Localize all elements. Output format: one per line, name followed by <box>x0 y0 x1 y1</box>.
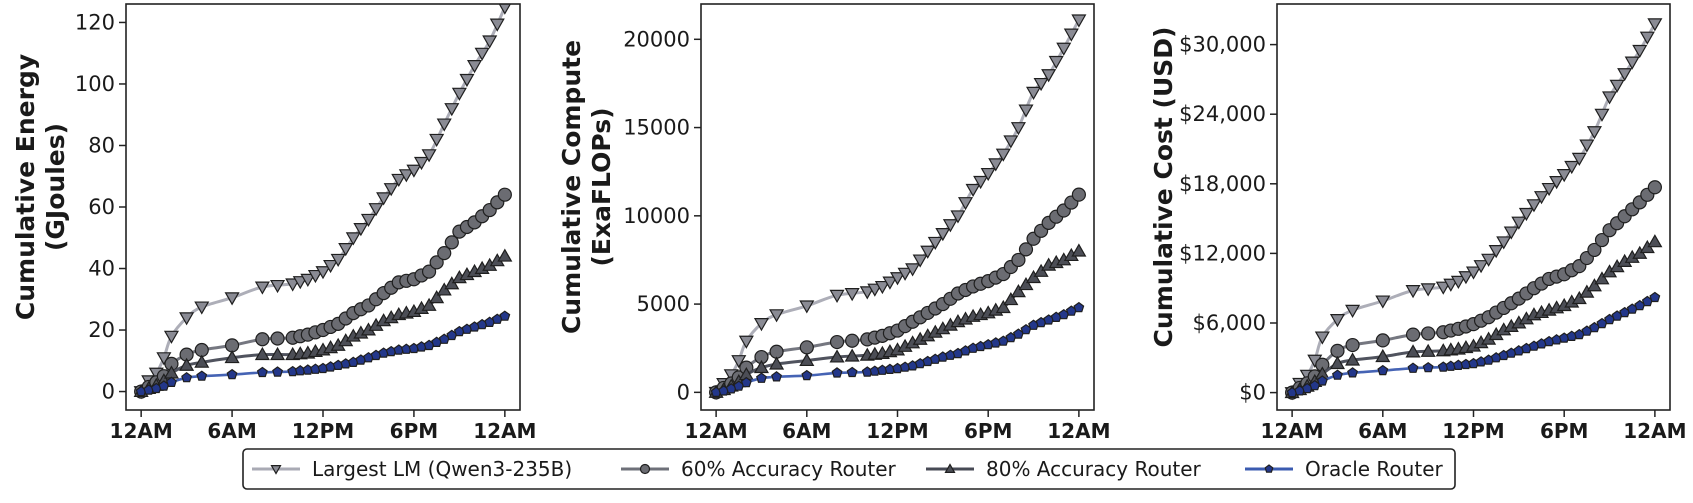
x-tick-label: 6PM <box>390 419 438 443</box>
y-tick-label: $24,000 <box>1179 102 1266 126</box>
legend-box <box>242 448 1456 490</box>
legend-item: 80% Accuracy Router <box>926 457 1202 481</box>
compute-axes-frame <box>700 3 1095 411</box>
x-tick-label: 12PM <box>1442 419 1504 443</box>
series-triangle-up <box>708 243 1087 398</box>
y-tick-label: 20000 <box>623 27 690 51</box>
cost-y-label: Cumulative Cost (USD) <box>1149 27 1178 348</box>
x-tick-label: 6AM <box>1358 419 1407 443</box>
energy-y-label: (GJoules) <box>41 123 70 251</box>
series-triangle-up <box>133 248 513 398</box>
x-tick-label: 12AM <box>110 419 173 443</box>
legend-label: Largest LM (Qwen3-235B) <box>312 457 572 481</box>
series-circle <box>134 187 512 399</box>
x-tick-label: 6PM <box>964 419 1012 443</box>
y-tick-label: $0 <box>1239 381 1266 405</box>
y-tick-label: 5000 <box>637 292 690 316</box>
cost-y-axis: $0 $6,000 $12,000 $18,000 $24,000 $30,000 <box>1179 33 1277 405</box>
x-tick-label: 12AM <box>473 419 536 443</box>
legend-item: Largest LM (Qwen3-235B) <box>252 457 572 481</box>
y-tick-label: 15000 <box>623 116 690 140</box>
y-tick-label: $12,000 <box>1179 241 1266 265</box>
x-tick-label: 12PM <box>866 419 928 443</box>
x-tick-label: 6AM <box>207 419 256 443</box>
y-tick-label: 60 <box>88 195 115 219</box>
energy-x-axis: 12AM 6AM 12PM 6PM 12AM <box>110 410 536 443</box>
legend-item: 60% Accuracy Router <box>621 457 897 481</box>
energy-plot-area <box>133 4 513 400</box>
compute-y-label: Cumulative Compute <box>557 40 586 334</box>
legend-item: Oracle Router <box>1245 457 1443 481</box>
x-tick-label: 12AM <box>1261 419 1324 443</box>
compute-panel: 0 5000 10000 15000 20000 12AM 6AM 12PM 6PM 12AM Cu… <box>557 3 1110 443</box>
y-tick-label: 10000 <box>623 204 690 228</box>
y-tick-label: $18,000 <box>1179 172 1266 196</box>
compute-x-axis: 12AM 6AM 12PM 6PM 12AM <box>685 410 1110 443</box>
legend-label: Oracle Router <box>1305 457 1443 481</box>
cost-x-axis: 12AM 6AM 12PM 6PM 12AM <box>1261 410 1686 443</box>
x-tick-label: 12AM <box>685 419 748 443</box>
cost-panel: $0 $6,000 $12,000 $18,000 $24,000 $30,000 12AM… <box>1149 3 1686 443</box>
series-pentagon <box>135 310 511 397</box>
series-triangle-down <box>708 14 1087 401</box>
cost-axes-frame <box>1276 3 1671 411</box>
y-tick-label: 20 <box>88 318 115 342</box>
y-tick-label: 0 <box>677 380 690 404</box>
y-tick-label: $30,000 <box>1179 33 1266 57</box>
y-tick-label: 80 <box>88 133 115 157</box>
series-pentagon <box>1286 291 1661 398</box>
x-tick-label: 12AM <box>1047 419 1110 443</box>
series-pentagon <box>710 301 1085 397</box>
y-tick-label: 100 <box>75 72 115 96</box>
x-tick-label: 6PM <box>1540 419 1588 443</box>
energy-panel: 0 20 40 60 80 100 120 12AM 6AM 12PM 6PM 12AM Cumulat… <box>11 3 536 443</box>
legend: Largest LM (Qwen3-235B) 60% Accuracy Rout… <box>242 448 1456 490</box>
x-tick-label: 12AM <box>1623 419 1686 443</box>
y-tick-label: 120 <box>75 10 115 34</box>
x-tick-label: 12PM <box>292 419 354 443</box>
legend-label: 80% Accuracy Router <box>986 457 1202 481</box>
compute-plot-area <box>708 14 1087 401</box>
compute-y-label: (ExaFLOPs) <box>587 107 616 266</box>
energy-y-label: Cumulative Energy <box>11 54 40 320</box>
y-tick-label: 0 <box>102 380 115 404</box>
energy-y-axis: 0 20 40 60 80 100 120 <box>75 10 126 404</box>
y-tick-label: $6,000 <box>1193 311 1266 335</box>
legend-label: 60% Accuracy Router <box>681 457 897 481</box>
energy-axes-frame <box>125 3 521 411</box>
series-triangle-down <box>1284 18 1663 401</box>
cost-plot-area <box>1284 18 1663 401</box>
x-tick-label: 6AM <box>782 419 831 443</box>
y-tick-label: 40 <box>88 257 115 281</box>
compute-y-axis: 0 5000 10000 15000 20000 <box>623 27 701 404</box>
